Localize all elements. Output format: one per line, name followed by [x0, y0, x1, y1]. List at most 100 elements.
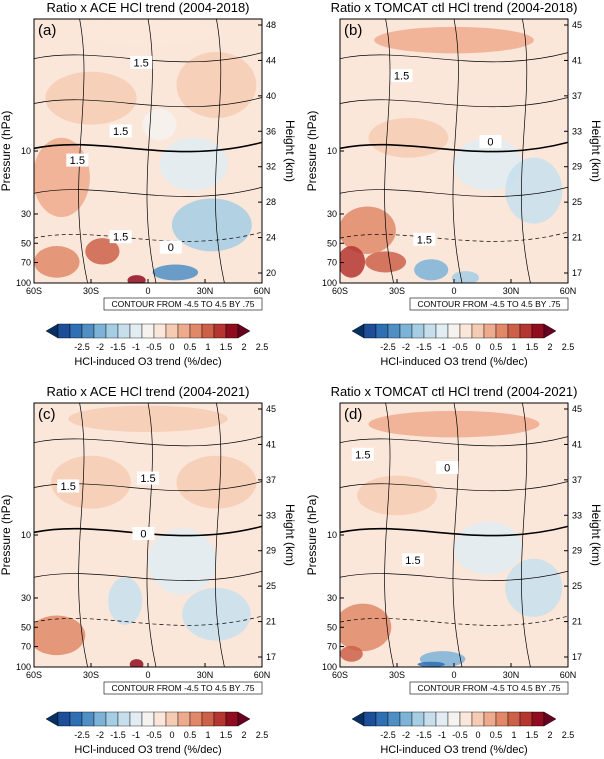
- colorbar-cell: [57, 323, 71, 339]
- contour-line: [340, 570, 568, 581]
- y2-tick-label: 45: [572, 20, 582, 30]
- contour-line: [340, 481, 568, 492]
- colorbar-cell: [189, 323, 203, 339]
- colorbar-cell: [165, 711, 179, 727]
- colorbar-cell: [93, 323, 107, 339]
- field-patch: [148, 528, 217, 595]
- y2-tick-label: 29: [266, 546, 276, 556]
- contour-line: [340, 436, 568, 447]
- contour-label-text: 1.5: [394, 71, 409, 83]
- field-patch: [45, 71, 137, 125]
- colorbar-tick-label: -1: [438, 342, 446, 352]
- y-tick-label: 50: [21, 622, 31, 632]
- y2-tick-label: 48: [266, 20, 276, 30]
- colorbar-tick-label: 1: [205, 730, 210, 740]
- contour-label-bg: [436, 461, 459, 474]
- colorbar-tick-label: -2: [402, 730, 410, 740]
- contour-label: 1.5: [130, 55, 153, 69]
- colorbar-tick-label: -2.5: [380, 342, 396, 352]
- contour-line: [215, 19, 225, 283]
- y2-tick-label: 45: [266, 404, 276, 414]
- colorbar-cell: [213, 711, 227, 727]
- colorbar-cell: [507, 323, 521, 339]
- y2-axis-label: Height (km): [589, 120, 603, 182]
- colorbar-tick-label: -1: [438, 730, 446, 740]
- x-tick-label: 60S: [332, 670, 348, 680]
- colorbar-tick-label: 0.5: [184, 342, 197, 352]
- contour-note-text: CONTOUR FROM -4.5 TO 4.5 BY .75: [418, 299, 561, 309]
- colorbar-tick-label: 2: [241, 730, 246, 740]
- contour-label-text: 1.5: [113, 126, 128, 138]
- colorbar-cell: [153, 711, 167, 727]
- contour-line: [340, 141, 568, 153]
- contour-label-bg: [413, 232, 436, 246]
- colorbar-cell: [519, 711, 533, 727]
- contour-label-bg: [130, 55, 153, 69]
- colorbar-cell: [177, 711, 191, 727]
- field-patch: [414, 259, 449, 281]
- field-patch: [368, 410, 540, 438]
- y2-tick-label: 41: [572, 55, 582, 65]
- contour-note: CONTOUR FROM -4.5 TO 4.5 BY .75: [103, 297, 263, 311]
- x-tick-label: 0: [145, 286, 150, 296]
- contour-line: [340, 615, 568, 626]
- panel-title: Ratio x ACE HCl trend (2004-2021): [46, 384, 249, 399]
- y-tick-label: 30: [327, 209, 337, 219]
- colorbar-cell: [45, 711, 59, 727]
- contour-label: 1.5: [137, 471, 159, 485]
- colorbar-tick-label: 0: [169, 730, 174, 740]
- x-tick-label: 60N: [254, 670, 271, 680]
- y-tick-label: 70: [21, 642, 31, 652]
- y-tick-label: 30: [327, 593, 337, 603]
- colorbar-tick-label: -2: [402, 342, 410, 352]
- contour-line: [521, 403, 531, 667]
- contour-label: 1.5: [413, 232, 436, 246]
- colorbar-cell: [237, 323, 251, 339]
- colorbar-cell: [483, 711, 497, 727]
- x-tick-label: 30S: [389, 286, 405, 296]
- contour-label-bg: [57, 479, 80, 493]
- y-axis-label: Pressure (hPa): [305, 495, 319, 576]
- colorbar-cell: [177, 323, 191, 339]
- field-patch: [152, 264, 199, 281]
- x-tick-label: 30N: [197, 286, 214, 296]
- contour-label-text: 0: [168, 242, 174, 254]
- colorbar-tick-label: -1.5: [110, 730, 126, 740]
- field-patch: [127, 275, 146, 283]
- colorbar-cell: [471, 323, 485, 339]
- contour-label: 1.5: [66, 153, 89, 167]
- colorbar: -2.5 -2 -1.5 -1 -0.5 0 0.5 1 1.5 2 2.5 HCl-induced …: [351, 323, 574, 368]
- y2-tick-label: 21: [266, 617, 276, 627]
- contour-line: [340, 52, 568, 63]
- contour-line: [340, 97, 568, 108]
- y2-tick-label: 40: [266, 91, 276, 101]
- y2-tick-label: 29: [572, 162, 582, 172]
- colorbar-cell: [507, 711, 521, 727]
- contour-note-text: CONTOUR FROM -4.5 TO 4.5 BY .75: [418, 683, 561, 693]
- colorbar-cell: [375, 323, 389, 339]
- colorbar-tick-label: -0.5: [452, 730, 468, 740]
- y-axis-label: Pressure (hPa): [305, 111, 319, 192]
- y-tick-label: 10: [21, 530, 31, 540]
- field-patch: [505, 157, 563, 224]
- colorbar-cell: [81, 323, 95, 339]
- colorbar-tick-label: 0: [169, 342, 174, 352]
- x-tick-label: 30S: [389, 670, 405, 680]
- y2-tick-label: 41: [572, 439, 582, 449]
- colorbar-label: HCl-induced O3 trend (%/dec): [74, 744, 221, 756]
- colorbar-label: HCl-induced O3 trend (%/dec): [74, 356, 221, 368]
- contour-line: [34, 615, 262, 626]
- y-axis-label: Pressure (hPa): [0, 495, 13, 576]
- colorbar-tick-label: 1: [511, 730, 516, 740]
- field-patch: [357, 475, 437, 516]
- colorbar-cell: [471, 711, 485, 727]
- contour-line: [34, 141, 262, 153]
- y2-tick-label: 41: [266, 439, 276, 449]
- y-tick-label: 100: [322, 278, 337, 288]
- colorbar-tick-label: -2: [96, 342, 104, 352]
- y-tick-label: 10: [327, 146, 337, 156]
- contour-label: 0: [479, 135, 502, 149]
- y2-tick-label: 25: [572, 581, 582, 591]
- colorbar-cell: [189, 711, 203, 727]
- y2-tick-label: 21: [572, 233, 582, 243]
